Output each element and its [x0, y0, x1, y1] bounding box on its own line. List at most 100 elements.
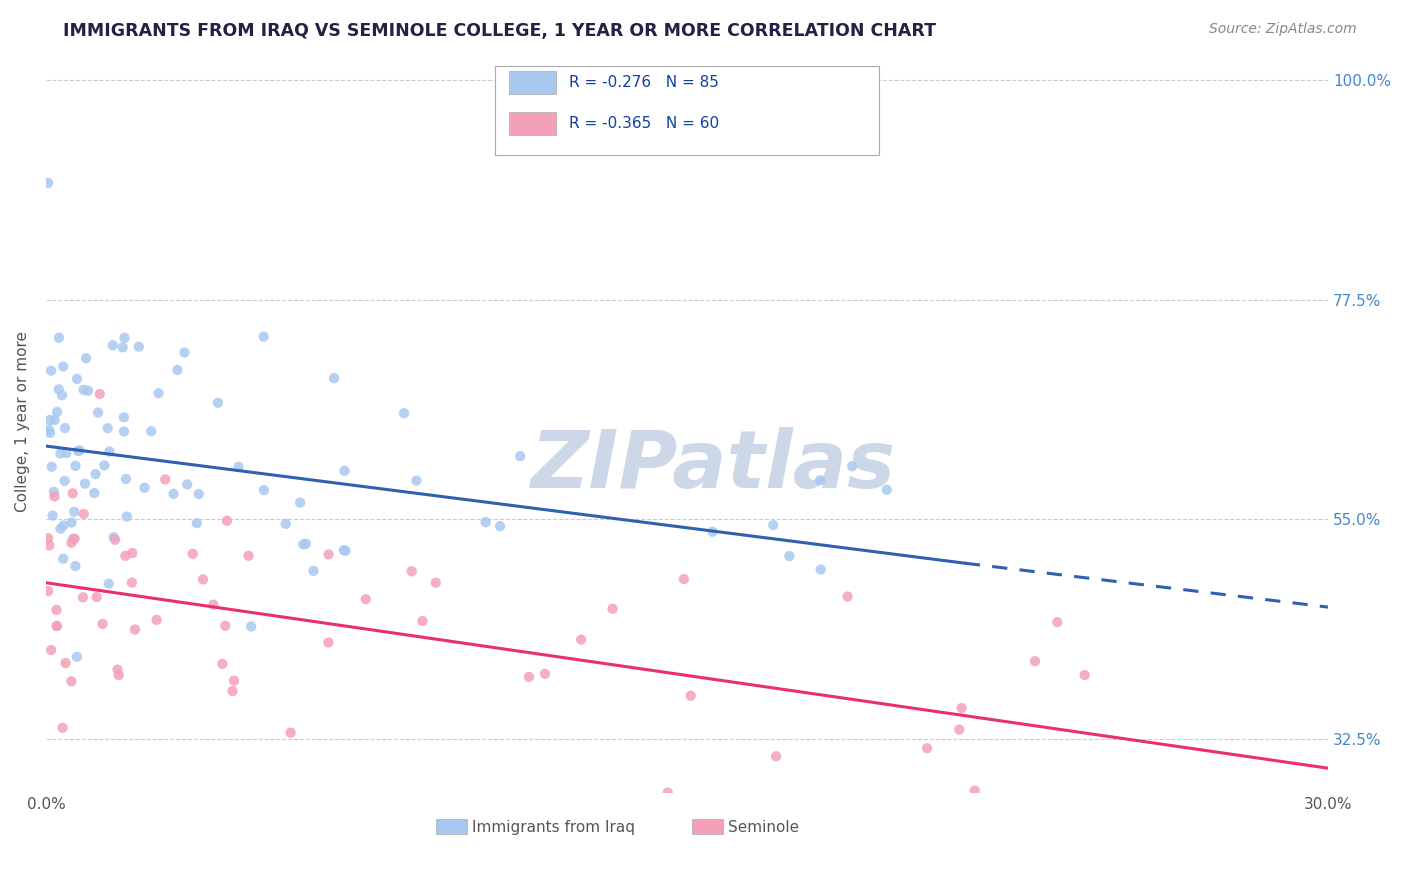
Point [145, 613, 167, 627]
Point [569, 632, 592, 647]
Point [323, 371, 346, 385]
Point [97, 576, 120, 591]
Point [48, 331, 70, 345]
Point [187, 487, 209, 501]
Point [77, 384, 100, 398]
Point [107, 668, 129, 682]
Point [318, 547, 340, 561]
Point [103, 530, 125, 544]
Point [221, 684, 243, 698]
Point [274, 516, 297, 531]
Text: Seminole: Seminole [728, 820, 799, 835]
Point [837, 590, 859, 604]
Point [762, 518, 785, 533]
Point [51, 388, 73, 402]
Point [765, 749, 787, 764]
Point [1046, 615, 1069, 629]
Point [238, 549, 260, 563]
Point [808, 473, 831, 487]
Point [253, 329, 276, 343]
Point [202, 598, 225, 612]
Point [128, 340, 150, 354]
Point [948, 723, 970, 737]
Point [679, 689, 702, 703]
FancyBboxPatch shape [692, 820, 723, 834]
Point [318, 635, 340, 649]
Point [115, 509, 138, 524]
Point [295, 537, 318, 551]
Point [162, 487, 184, 501]
Point [107, 663, 129, 677]
Point [55, 656, 77, 670]
Point [288, 496, 311, 510]
Point [37, 531, 59, 545]
Point [49, 446, 72, 460]
Text: ZIPatlas: ZIPatlas [530, 427, 896, 505]
Point [1024, 654, 1046, 668]
Point [876, 483, 898, 497]
Point [222, 673, 245, 688]
Y-axis label: College, 1 year or more: College, 1 year or more [15, 331, 30, 512]
Point [915, 741, 938, 756]
Point [75, 351, 97, 366]
Point [66, 649, 89, 664]
Point [62, 486, 84, 500]
Point [240, 619, 263, 633]
Point [176, 477, 198, 491]
Point [534, 666, 557, 681]
Point [425, 575, 447, 590]
Point [84, 467, 107, 481]
Text: Immigrants from Iraq: Immigrants from Iraq [471, 820, 634, 835]
Point [141, 424, 163, 438]
Point [211, 657, 233, 671]
Point [517, 670, 540, 684]
Point [111, 340, 134, 354]
Point [121, 575, 143, 590]
Point [38, 423, 60, 437]
Point [114, 331, 136, 345]
Point [335, 543, 357, 558]
Point [104, 533, 127, 547]
Text: Source: ZipAtlas.com: Source: ZipAtlas.com [1209, 22, 1357, 37]
Point [73, 383, 96, 397]
Point [124, 623, 146, 637]
Point [207, 396, 229, 410]
Point [181, 547, 204, 561]
Point [101, 338, 124, 352]
Point [153, 472, 176, 486]
Point [112, 410, 135, 425]
Point [134, 481, 156, 495]
Point [41, 459, 63, 474]
Point [48, 383, 70, 397]
Point [98, 444, 121, 458]
Point [405, 474, 427, 488]
Point [55, 446, 77, 460]
FancyBboxPatch shape [509, 71, 557, 94]
Point [86, 590, 108, 604]
Point [411, 614, 433, 628]
FancyBboxPatch shape [495, 65, 879, 154]
Point [52, 721, 75, 735]
Point [52, 359, 75, 374]
Point [41, 508, 63, 523]
Point [93, 458, 115, 473]
Point [89, 387, 111, 401]
Point [49, 522, 72, 536]
Point [333, 543, 356, 558]
Point [489, 519, 512, 533]
Point [810, 562, 832, 576]
Point [963, 783, 986, 797]
Point [60, 674, 83, 689]
Point [46, 405, 69, 419]
Text: R = -0.276   N = 85: R = -0.276 N = 85 [569, 75, 718, 90]
Point [38, 538, 60, 552]
Point [45, 619, 67, 633]
Point [60, 516, 83, 530]
Point [121, 546, 143, 560]
Point [657, 786, 679, 800]
Point [66, 372, 89, 386]
Point [253, 483, 276, 498]
Point [44, 490, 66, 504]
FancyBboxPatch shape [509, 112, 557, 135]
Point [72, 591, 94, 605]
